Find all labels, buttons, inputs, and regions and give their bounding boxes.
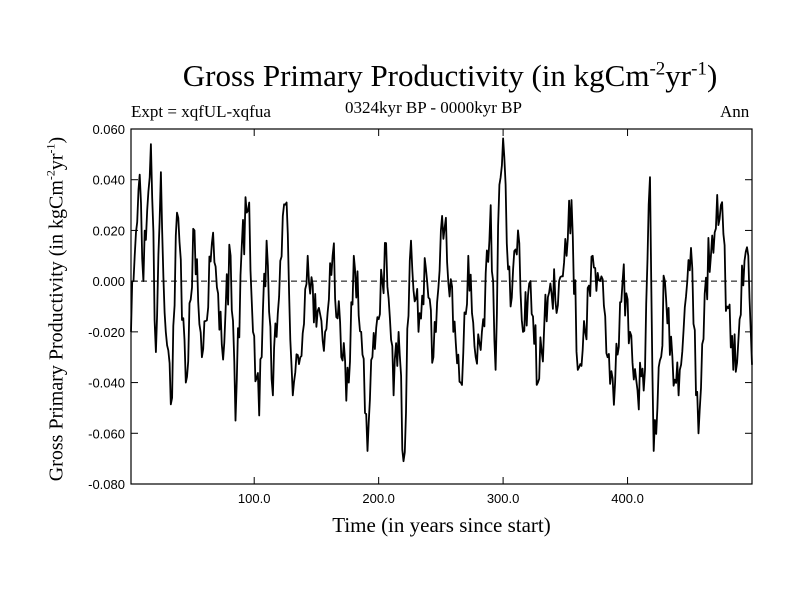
- y-tick-label: -0.020: [88, 325, 125, 340]
- chart-title: Gross Primary Productivity (in kgCm-2yr-…: [182, 58, 718, 93]
- period-label: 0324kyr BP - 0000kyr BP: [345, 98, 522, 117]
- x-tick-label: 200.0: [362, 491, 395, 506]
- season-label: Ann: [720, 102, 750, 121]
- y-tick-label: 0.060: [92, 122, 125, 137]
- y-tick-label: 0.040: [92, 173, 125, 188]
- experiment-label: Expt = xqfUL-xqfua: [131, 102, 271, 121]
- x-axis-label: Time (in years since start): [332, 513, 551, 537]
- y-tick-label: -0.060: [88, 426, 125, 441]
- plot-frame: [130, 128, 753, 485]
- y-tick-label: -0.080: [88, 477, 125, 492]
- y-axis-label: Gross Primary Productivity (in kgCm-2yr-…: [43, 136, 68, 482]
- x-tick-label: 400.0: [611, 491, 644, 506]
- x-tick-label: 100.0: [238, 491, 271, 506]
- gpp-series-line: [130, 137, 753, 463]
- x-tick-label: 300.0: [487, 491, 520, 506]
- y-tick-label: -0.040: [88, 376, 125, 391]
- y-tick-label: 0.000: [92, 274, 125, 289]
- y-tick-label: 0.020: [92, 223, 125, 238]
